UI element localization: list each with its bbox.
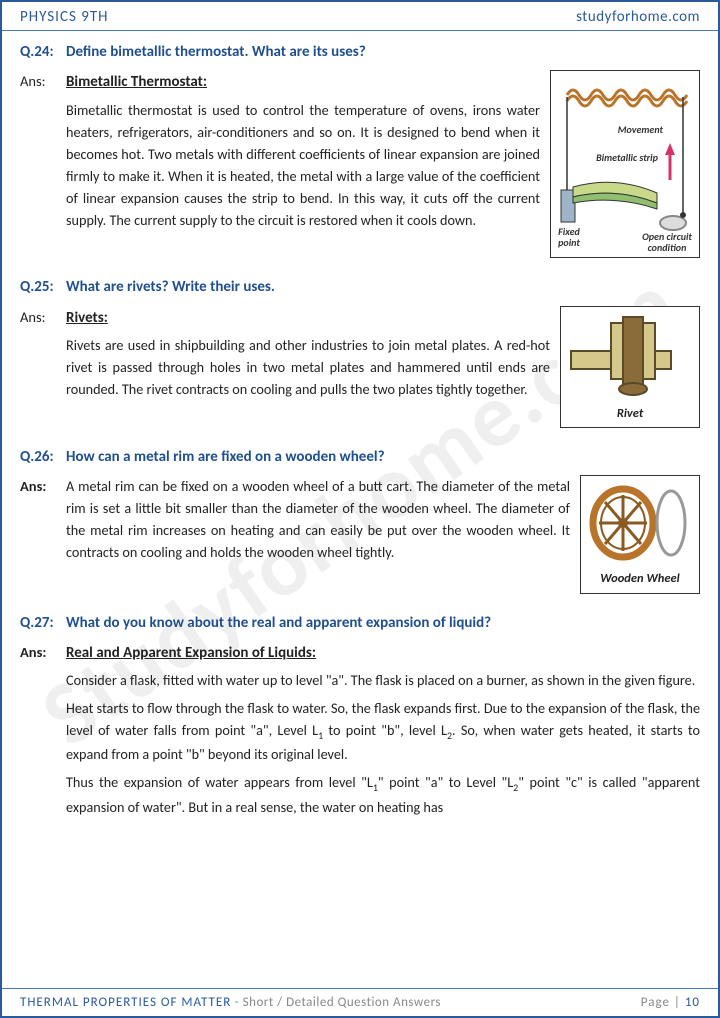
answer-heading: Rivets: [66, 307, 108, 330]
question-number: Q.26: [20, 446, 66, 469]
question-27: Q.27:What do you know about the real and… [20, 612, 700, 818]
page-header: PHYSICS 9TH studyforhome.com [2, 2, 718, 31]
question-number: Q.27: [20, 612, 66, 635]
answer-row: Ans: Rivets: Rivets are used in shipbuil… [20, 306, 700, 428]
answer-heading: Bimetallic Thermostat: [66, 71, 207, 94]
rivet-icon [565, 311, 693, 401]
page-footer: THERMAL PROPERTIES OF MATTER - Short / D… [2, 988, 718, 1016]
question-24: Q.24:Define bimetallic thermostat. What … [20, 41, 700, 258]
wheel-figure: Wooden Wheel [580, 475, 700, 593]
svg-text:point: point [558, 236, 580, 249]
question-title: Q.24:Define bimetallic thermostat. What … [20, 41, 700, 64]
answer-text: A metal rim can be fixed on a wooden whe… [66, 475, 570, 563]
question-title: Q.26:How can a metal rim are fixed on a … [20, 446, 700, 469]
svg-text:condition: condition [648, 241, 687, 253]
thermostat-figure: Movement Bimetallic strip Fixed point Op… [550, 70, 700, 258]
answer-text-p1: Consider a flask, fitted with water up t… [66, 669, 700, 691]
footer-title: THERMAL PROPERTIES OF MATTER - Short / D… [20, 995, 441, 1010]
wheel-icon [585, 480, 693, 566]
question-number: Q.24: [20, 41, 66, 64]
question-text: Define bimetallic thermostat. What are i… [66, 43, 366, 61]
answer-heading: Real and Apparent Expansion of Liquids: [66, 642, 316, 665]
svg-text:Bimetallic strip: Bimetallic strip [596, 151, 659, 164]
question-25: Q.25:What are rivets? Write their uses. … [20, 276, 700, 428]
answer-row: Ans: Real and Apparent Expansion of Liqu… [20, 641, 700, 818]
answer-text: Bimetallic thermostat is used to control… [66, 99, 540, 231]
header-site: studyforhome.com [576, 8, 700, 26]
answer-text-p2: Heat starts to flow through the flask to… [66, 697, 700, 765]
rivet-figure: Rivet [560, 306, 700, 428]
answer-label: Ans: [20, 641, 66, 663]
question-title: Q.27:What do you know about the real and… [20, 612, 700, 635]
answer-body: Bimetallic Thermostat: Bimetallic thermo… [66, 70, 700, 258]
question-title: Q.25:What are rivets? Write their uses. [20, 276, 700, 299]
answer-label: Ans: [20, 70, 66, 92]
answer-label: Ans: [20, 475, 66, 497]
footer-page: Page | 10 [641, 995, 700, 1010]
figure-caption: Rivet [565, 404, 695, 423]
question-26: Q.26:How can a metal rim are fixed on a … [20, 446, 700, 594]
answer-label: Ans: [20, 306, 66, 328]
answer-body: Real and Apparent Expansion of Liquids: … [66, 641, 700, 818]
question-number: Q.25: [20, 276, 66, 299]
document-page: Studyforhome.com PHYSICS 9TH studyforhom… [0, 0, 720, 1018]
question-text: What do you know about the real and appa… [66, 614, 491, 632]
answer-row: Ans: Bimetallic Thermostat: Bimetallic t… [20, 70, 700, 258]
answer-row: Ans: A metal rim can be fixed on a woode… [20, 475, 700, 593]
answer-body: Rivets: Rivets are used in shipbuilding … [66, 306, 700, 428]
thermostat-icon: Movement Bimetallic strip Fixed point Op… [555, 75, 695, 253]
question-text: What are rivets? Write their uses. [66, 278, 275, 296]
header-subject: PHYSICS 9TH [20, 8, 109, 26]
figure-caption: Wooden Wheel [585, 569, 695, 588]
answer-text: Rivets are used in shipbuilding and othe… [66, 334, 550, 400]
svg-text:Movement: Movement [618, 123, 664, 136]
answer-body: A metal rim can be fixed on a wooden whe… [66, 475, 700, 593]
page-content: Q.24:Define bimetallic thermostat. What … [2, 31, 718, 826]
question-text: How can a metal rim are fixed on a woode… [66, 448, 385, 466]
answer-text-p3: Thus the expansion of water appears from… [66, 771, 700, 817]
